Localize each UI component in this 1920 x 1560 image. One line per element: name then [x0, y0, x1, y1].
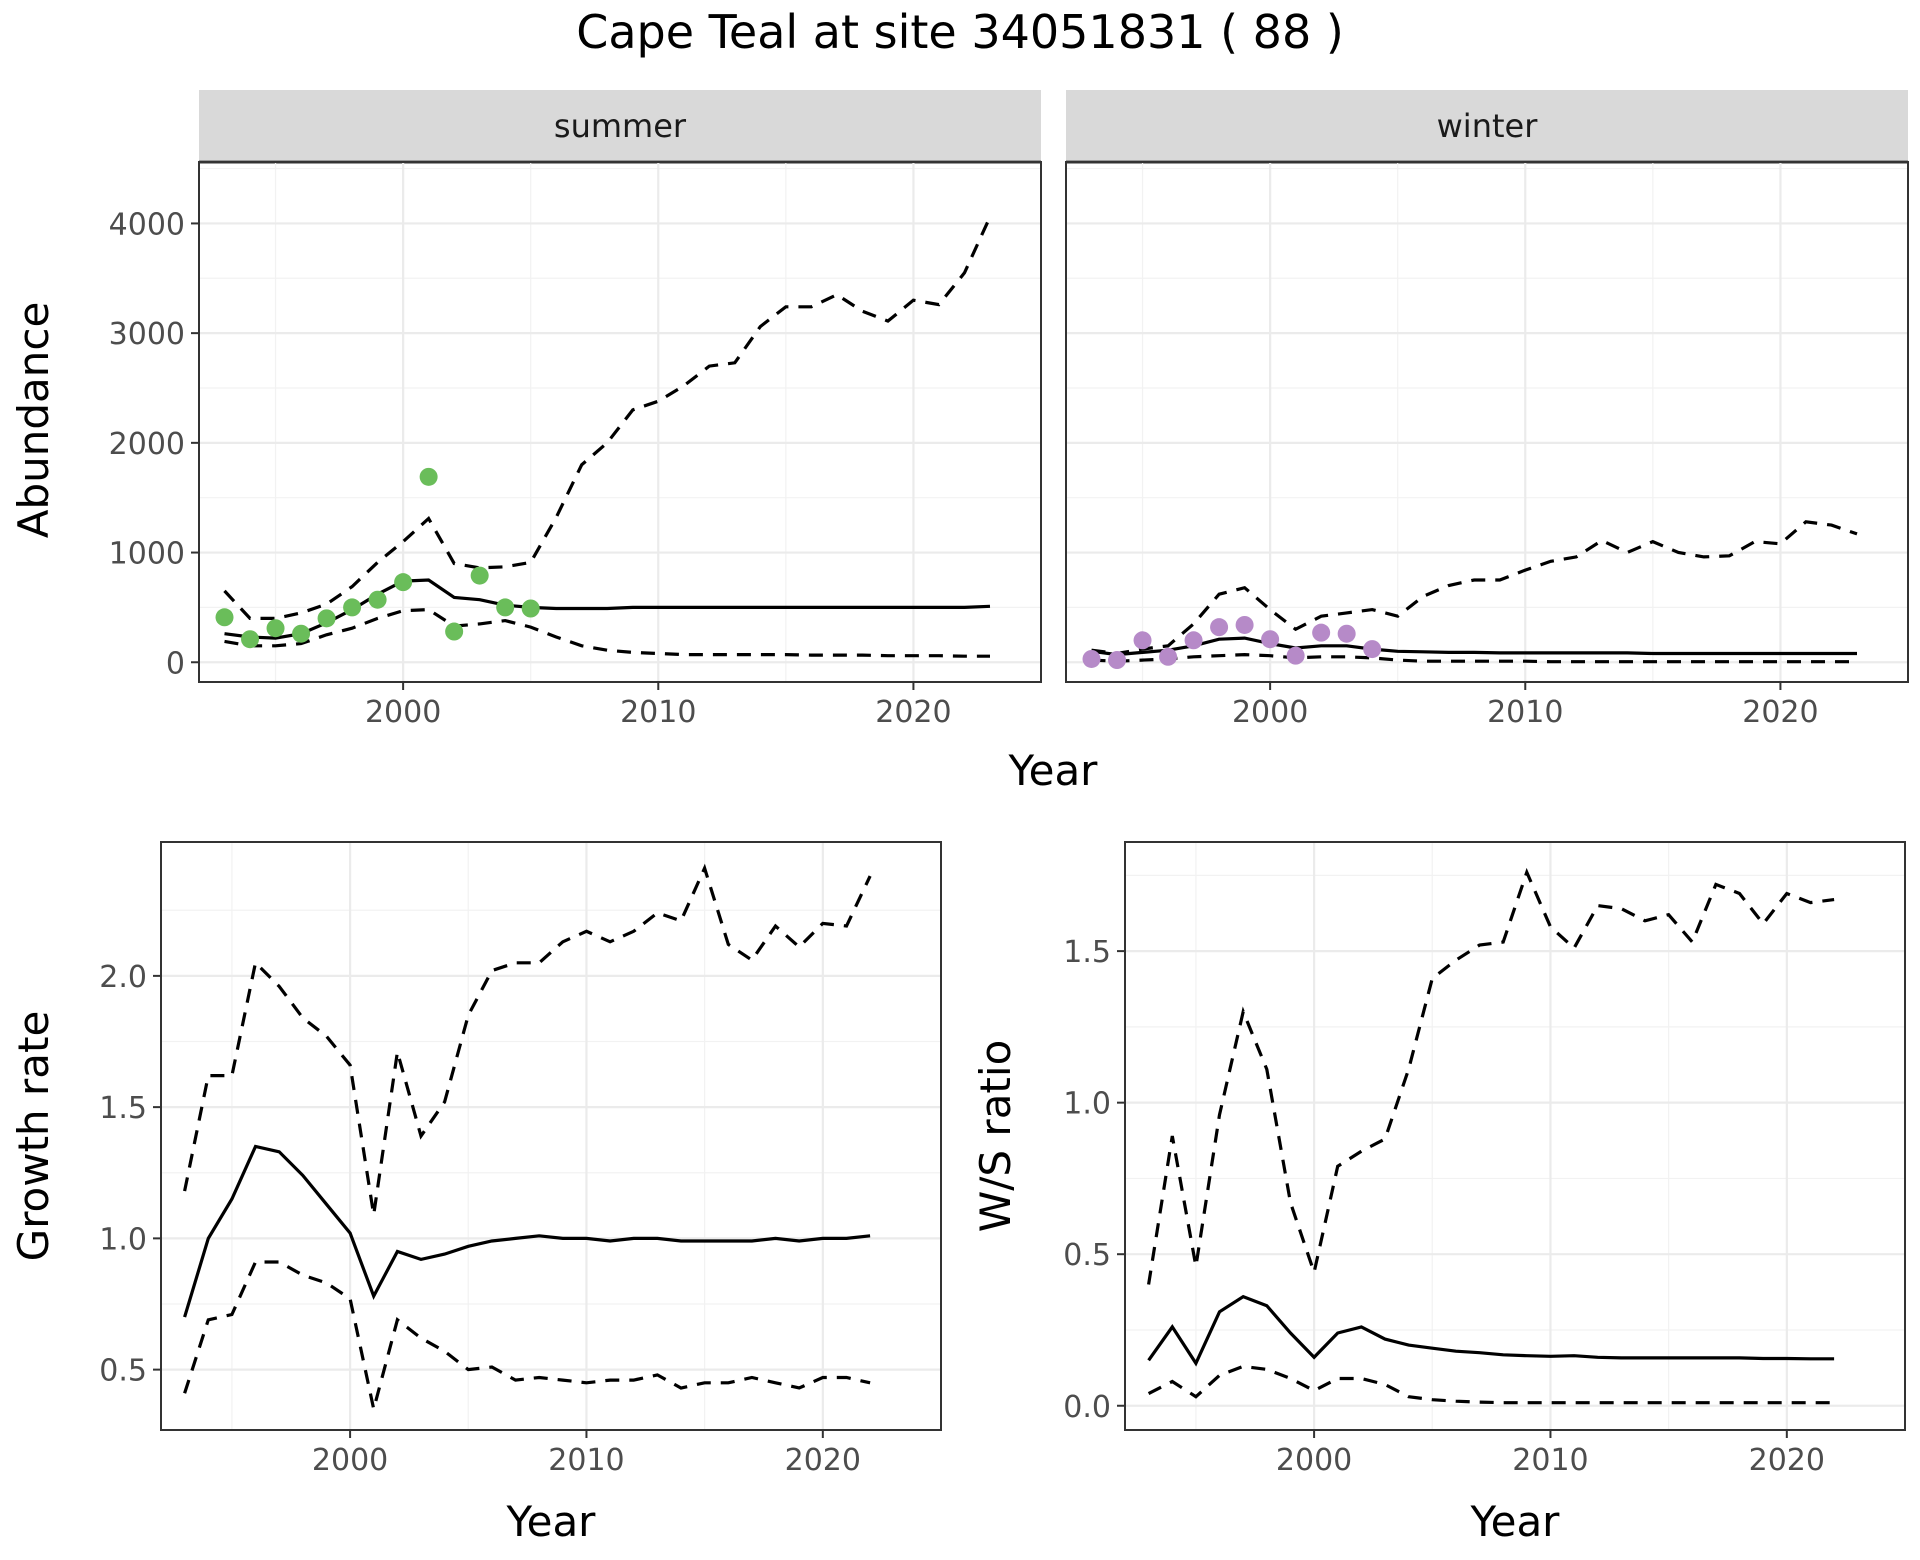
- winter-x-tick-label: 2020: [1742, 695, 1818, 730]
- summer-observed-point: [470, 566, 489, 585]
- winter-observed-point: [1261, 630, 1280, 649]
- summer-y-tick-label: 1000: [109, 537, 185, 572]
- growth-mean-line: [183, 1144, 871, 1318]
- ratio-y-tick-label: 1.0: [1063, 1087, 1111, 1122]
- winter-observed-point: [1337, 624, 1356, 643]
- summer-observed-point: [394, 573, 413, 592]
- ratio-y-tick-label: 1.5: [1063, 935, 1111, 970]
- summer-panel-border: [198, 161, 1042, 683]
- summer-y-tick-label: 3000: [109, 317, 185, 352]
- growth-x-tick-label: 2010: [548, 1443, 624, 1478]
- summer-observed-point: [266, 619, 285, 638]
- growth-rate-panel: 2000 2010 2020 0.5 1.0 1.5 2.0: [99, 841, 942, 1478]
- summer-x-tick-label: 2000: [365, 695, 441, 730]
- figure-title: Cape Teal at site 34051831 ( 88 ): [576, 5, 1344, 59]
- summer-x-tick-label: 2020: [875, 695, 951, 730]
- ratio-x-tick-label: 2010: [1512, 1443, 1588, 1478]
- summer-observed-point: [215, 608, 234, 627]
- growth-y-tick-label: 0.5: [99, 1354, 147, 1389]
- ratio-lower-ci-line: [1147, 1364, 1835, 1405]
- summer-abundance-panel: summer 2000 2010 2020 0 1000 2000 3000 4000: [109, 90, 1042, 730]
- summer-observed-point: [343, 598, 362, 617]
- winter-observed-point: [1108, 651, 1127, 670]
- winter-observed-point: [1210, 618, 1229, 637]
- winter-observed-point: [1133, 631, 1152, 650]
- summer-observed-point: [445, 622, 464, 641]
- summer-observed-point: [419, 467, 438, 486]
- ratio-x-tick-label: 2000: [1276, 1443, 1352, 1478]
- ratio-y-tick-label: 0.5: [1063, 1238, 1111, 1273]
- summer-x-tick-label: 2010: [620, 695, 696, 730]
- summer-observed-point: [368, 590, 387, 609]
- summer-y-tick-label: 0: [166, 646, 185, 681]
- winter-upper-ci-line: [1091, 520, 1858, 656]
- winter-strip: [1066, 90, 1908, 160]
- ratio-x-tick-label: 2020: [1749, 1443, 1825, 1478]
- growth-rate-x-axis-title: Year: [506, 1497, 597, 1546]
- abundance-x-axis-title: Year: [1008, 746, 1099, 795]
- growth-rate-y-axis-title: Growth rate: [9, 1011, 58, 1262]
- ws-ratio-y-axis-title: W/S ratio: [971, 1040, 1020, 1233]
- summer-strip: [199, 90, 1041, 160]
- winter-strip-label: winter: [1437, 107, 1539, 145]
- growth-y-tick-label: 1.5: [99, 1091, 147, 1126]
- ws-ratio-panel: 2000 2010 2020 0.0 0.5 1.0 1.5: [1063, 841, 1906, 1478]
- growth-panel-border: [160, 841, 942, 1431]
- winter-observed-point: [1312, 623, 1331, 642]
- winter-observed-point: [1184, 631, 1203, 650]
- growth-lower-ci-line: [183, 1260, 871, 1410]
- summer-observed-point: [317, 609, 336, 628]
- summer-strip-label: summer: [554, 107, 687, 145]
- winter-panel-border: [1065, 161, 1909, 683]
- winter-mean-line: [1091, 636, 1857, 657]
- summer-y-tick-label: 2000: [109, 427, 185, 462]
- ratio-mean-line: [1147, 1294, 1835, 1367]
- summer-y-tick-label: 4000: [109, 207, 185, 242]
- winter-observed-point: [1363, 640, 1382, 659]
- growth-x-tick-label: 2000: [312, 1443, 388, 1478]
- winter-observed-point: [1286, 646, 1305, 665]
- growth-x-tick-label: 2020: [785, 1443, 861, 1478]
- winter-abundance-panel: winter 2000 2010 2020: [1065, 90, 1909, 730]
- ratio-y-tick-label: 0.0: [1063, 1390, 1111, 1425]
- winter-observed-point: [1235, 615, 1254, 634]
- ratio-panel-border: [1124, 841, 1906, 1431]
- summer-observed-point: [241, 630, 260, 649]
- winter-observed-point: [1159, 647, 1178, 666]
- summer-lower-ci-line: [224, 607, 990, 658]
- summer-upper-ci-line: [223, 216, 992, 620]
- ratio-upper-ci-line: [1147, 867, 1835, 1285]
- winter-lower-ci-line: [1091, 652, 1857, 664]
- winter-observed-point: [1082, 649, 1101, 668]
- winter-x-tick-label: 2010: [1487, 695, 1563, 730]
- growth-upper-ci-line: [183, 863, 872, 1216]
- summer-observed-point: [496, 598, 515, 617]
- summer-observed-point: [521, 599, 540, 618]
- abundance-y-axis-title: Abundance: [9, 302, 58, 539]
- summer-mean-line: [224, 578, 991, 640]
- winter-x-tick-label: 2000: [1232, 695, 1308, 730]
- ws-ratio-x-axis-title: Year: [1470, 1497, 1561, 1546]
- summer-observed-point: [292, 624, 311, 643]
- growth-y-tick-label: 1.0: [99, 1222, 147, 1257]
- growth-y-tick-label: 2.0: [99, 960, 147, 995]
